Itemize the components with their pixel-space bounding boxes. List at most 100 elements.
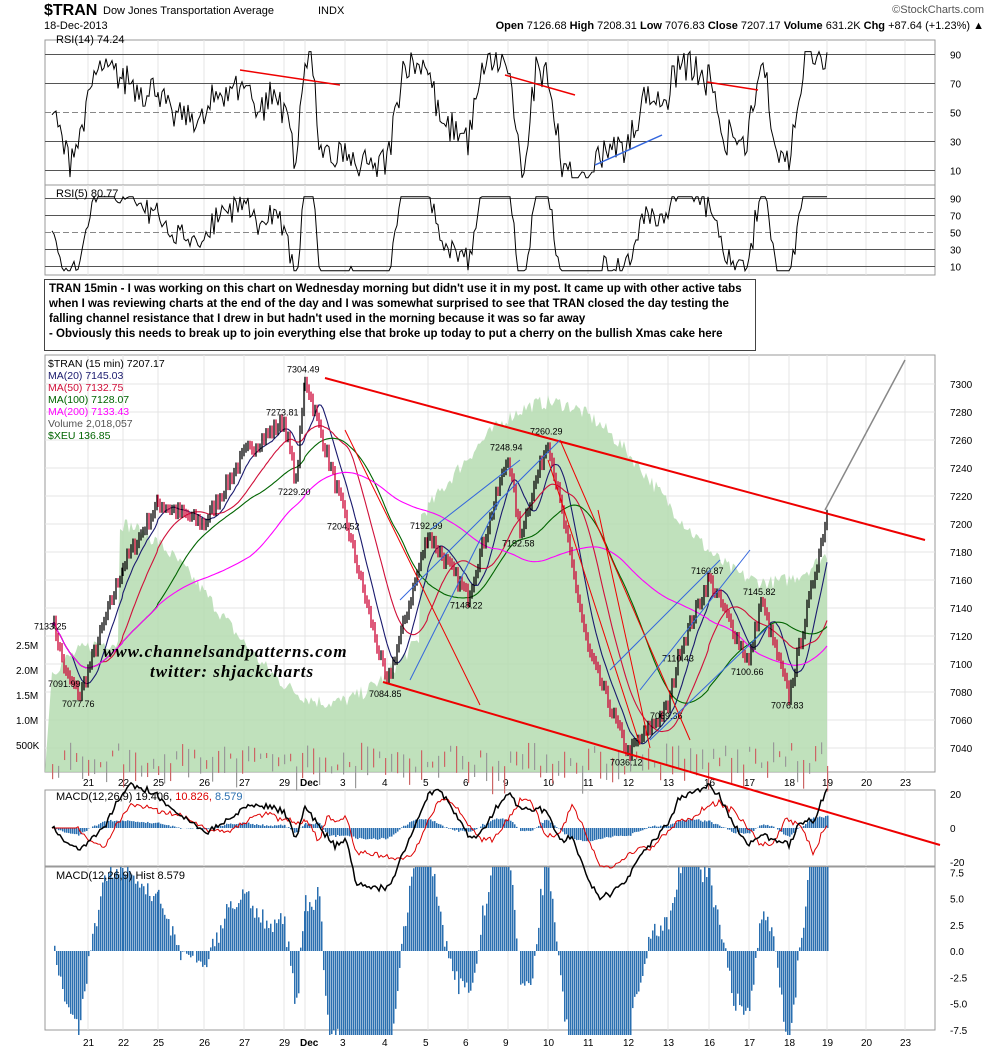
hist-bar	[274, 919, 276, 951]
macd-hist-bar	[704, 820, 706, 828]
hist-bar	[230, 901, 232, 951]
volume-bar	[743, 764, 745, 787]
volume-bar	[302, 752, 304, 779]
volume-bar	[153, 758, 155, 769]
hist-bar	[198, 951, 200, 961]
macd-hist-bar	[709, 820, 711, 828]
macd-hist-bar	[598, 828, 600, 840]
hist-bar	[252, 905, 254, 951]
macd-hist-bar	[719, 825, 721, 828]
macd-hist-bar	[323, 828, 325, 830]
hist-bar	[568, 951, 570, 1035]
hist-bar	[660, 925, 662, 951]
macd-hist-bar	[733, 828, 735, 833]
macd-hist-bar	[460, 828, 462, 831]
macd-hist-bar	[264, 825, 266, 828]
x-tick-label: 21	[83, 1038, 95, 1049]
macd-hist-bar	[155, 822, 157, 828]
hist-bar	[554, 922, 556, 951]
hist-bar	[395, 951, 397, 1009]
macd-hist-bar	[815, 818, 817, 828]
hist-bar	[793, 951, 795, 1005]
hist-bar	[672, 903, 674, 951]
hist-bar	[317, 887, 319, 951]
hist-bar	[779, 951, 781, 988]
volume-bar	[176, 751, 178, 760]
macd-hist-bar	[145, 822, 147, 828]
volume-bar	[803, 759, 805, 789]
hist-bar	[602, 951, 604, 1035]
volume-bar	[118, 743, 120, 751]
macd-hist-bar	[351, 828, 353, 838]
macd-hist-bar	[783, 828, 785, 835]
hist-bar	[74, 951, 76, 1019]
hist-bar	[638, 951, 640, 992]
volume-bar	[767, 761, 769, 778]
hist-bar	[534, 951, 536, 956]
macd-hist-bar	[759, 825, 761, 828]
volume-bar	[100, 762, 102, 768]
macd-hist-bar	[562, 828, 564, 832]
macd-tick-label: 0	[950, 824, 956, 835]
macd-hist-bar	[520, 828, 522, 832]
hist-bar	[54, 945, 56, 951]
hist-bar	[580, 951, 582, 1035]
hist-bar	[248, 891, 250, 951]
hist-bar	[178, 945, 180, 951]
macd-hist-bar	[266, 825, 268, 828]
macd-hist-bar	[401, 827, 403, 828]
macd-hist-bar	[62, 828, 64, 832]
volume-bar	[182, 744, 184, 766]
hist-bar	[149, 895, 151, 951]
macd-hist-bar	[250, 824, 252, 828]
hist-bar	[415, 867, 417, 951]
volume-bar	[123, 764, 125, 788]
volume-bar	[409, 758, 411, 785]
macd-hist-bar	[560, 828, 562, 831]
macd-hist-bar	[448, 828, 450, 829]
price-label: 7229.20	[278, 487, 311, 497]
hist-bar	[662, 930, 664, 951]
volume-bar	[147, 762, 149, 778]
price-label: 7076.83	[771, 700, 804, 710]
volume-bar	[325, 757, 327, 772]
macd-hist-bar	[131, 821, 133, 828]
hist-bar	[367, 951, 369, 1035]
hist-bar	[570, 951, 572, 1035]
rsi5-label: RSI(5) 80.77	[56, 188, 119, 200]
legend-item: Volume 2,018,057	[48, 418, 133, 430]
hist-bar	[387, 951, 389, 1035]
panel-frame	[44, 866, 936, 1031]
hist-bar	[807, 879, 809, 951]
hist-bar	[425, 867, 427, 951]
hist-bar	[371, 951, 373, 1035]
price-label: 7248.94	[490, 442, 523, 452]
x-tick-label: Dec	[300, 1038, 319, 1049]
hist-bar	[729, 951, 731, 971]
macd-hist-bar	[427, 820, 429, 828]
macd-hist-bar	[743, 828, 745, 834]
hist-bar	[478, 950, 480, 951]
volume-bar	[642, 754, 644, 771]
macd-hist-bar	[108, 820, 110, 828]
macd-hist-bar	[592, 828, 594, 841]
volume-bar	[480, 750, 482, 758]
macd-hist-bar	[313, 824, 315, 828]
hist-bar	[222, 928, 224, 951]
macd-hist-bar	[470, 828, 472, 832]
hist-bar	[436, 896, 438, 951]
hist-bar	[711, 885, 713, 951]
hist-bar	[335, 951, 337, 1035]
hist-bar	[250, 908, 252, 951]
annotation-note: TRAN 15min - I was working on this chart…	[44, 279, 756, 351]
macd-hist-bar	[337, 828, 339, 836]
hist-bar	[242, 889, 244, 951]
hist-bar	[258, 917, 260, 951]
hist-bar	[106, 880, 108, 951]
hist-bar	[397, 951, 399, 992]
hist-bar	[168, 919, 170, 951]
hist-bar	[430, 867, 432, 951]
volume-bar	[809, 763, 811, 774]
rsi-tick-label: 70	[950, 80, 962, 91]
